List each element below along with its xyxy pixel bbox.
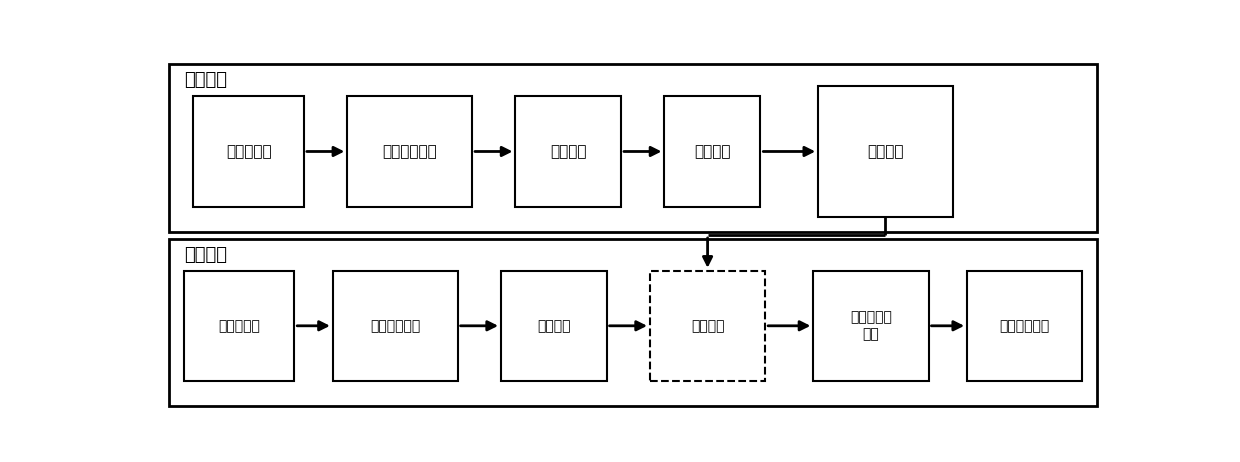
Bar [665,97,760,207]
Text: 提取特征: 提取特征 [537,319,570,333]
Text: 视觉词带: 视觉词带 [867,144,904,159]
Bar [967,271,1083,381]
Text: 词典查询: 词典查询 [691,319,724,333]
Text: 统计匹配点
位置: 统计匹配点 位置 [849,311,892,341]
Bar [347,97,472,207]
Text: 训练词带: 训练词带 [184,72,227,90]
Bar [813,271,929,381]
Bar [170,64,1096,231]
Text: 提取特征: 提取特征 [551,144,587,159]
Bar [170,239,1096,406]
Bar [650,271,765,381]
Text: 图像均分网格: 图像均分网格 [382,144,436,159]
Text: 图像均分网格: 图像均分网格 [370,319,420,333]
Text: 获得目标区域: 获得目标区域 [999,319,1050,333]
Bar [516,97,621,207]
Text: 当前帧图像: 当前帧图像 [218,319,260,333]
Bar [332,271,458,381]
Bar [184,271,294,381]
Bar [193,97,304,207]
Text: 识别样本: 识别样本 [184,246,227,264]
Bar [818,85,952,217]
Text: 特征聚类: 特征聚类 [694,144,730,159]
Text: 采集样本图: 采集样本图 [226,144,272,159]
Bar [501,271,606,381]
